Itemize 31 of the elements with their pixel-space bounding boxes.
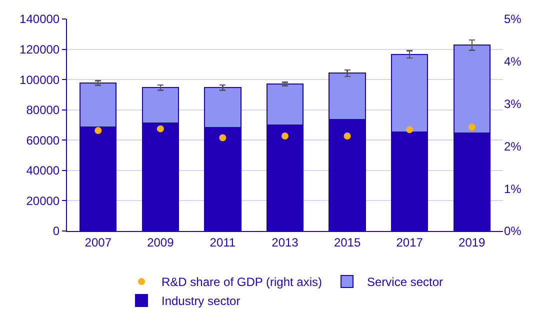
y-tick-label: 0 <box>52 224 60 238</box>
y2-tick-label: 5% <box>504 12 522 26</box>
x-tick-label: 2017 <box>396 235 424 250</box>
x-tick-label: 2015 <box>334 235 361 250</box>
y-tick-label: 20000 <box>26 194 60 208</box>
y2-tick-label: 3% <box>504 97 522 111</box>
x-tick-label: 2013 <box>272 235 299 250</box>
point <box>344 132 351 140</box>
y2-tick-label: 1% <box>504 182 522 196</box>
x-tick-label: 2009 <box>147 235 174 250</box>
legend-label: Service sector <box>367 275 444 290</box>
point <box>94 127 102 134</box>
x-tick-label: 2007 <box>84 235 112 250</box>
y-tick-label: 80000 <box>26 103 60 118</box>
y-tick-label: 100000 <box>20 72 60 87</box>
point <box>219 134 226 142</box>
point <box>406 126 414 134</box>
x-tick-label: 2011 <box>210 235 236 250</box>
point <box>468 124 476 131</box>
point <box>282 132 288 140</box>
y-tick-label: 120000 <box>20 42 60 56</box>
y-tick-label: 60000 <box>26 133 60 148</box>
x-tick-label: 2019 <box>458 235 486 250</box>
y2-tick-label: 4% <box>504 54 522 69</box>
legend-label: R&D share of GDP (right axis) <box>162 275 322 290</box>
y-tick-label: 40000 <box>26 164 60 178</box>
y2-tick-label: 2% <box>504 139 522 154</box>
y-tick-label: 140000 <box>20 12 60 26</box>
point <box>156 125 164 132</box>
y2-tick-label: 0% <box>504 224 522 238</box>
legend-label: Industry sector <box>162 294 240 308</box>
